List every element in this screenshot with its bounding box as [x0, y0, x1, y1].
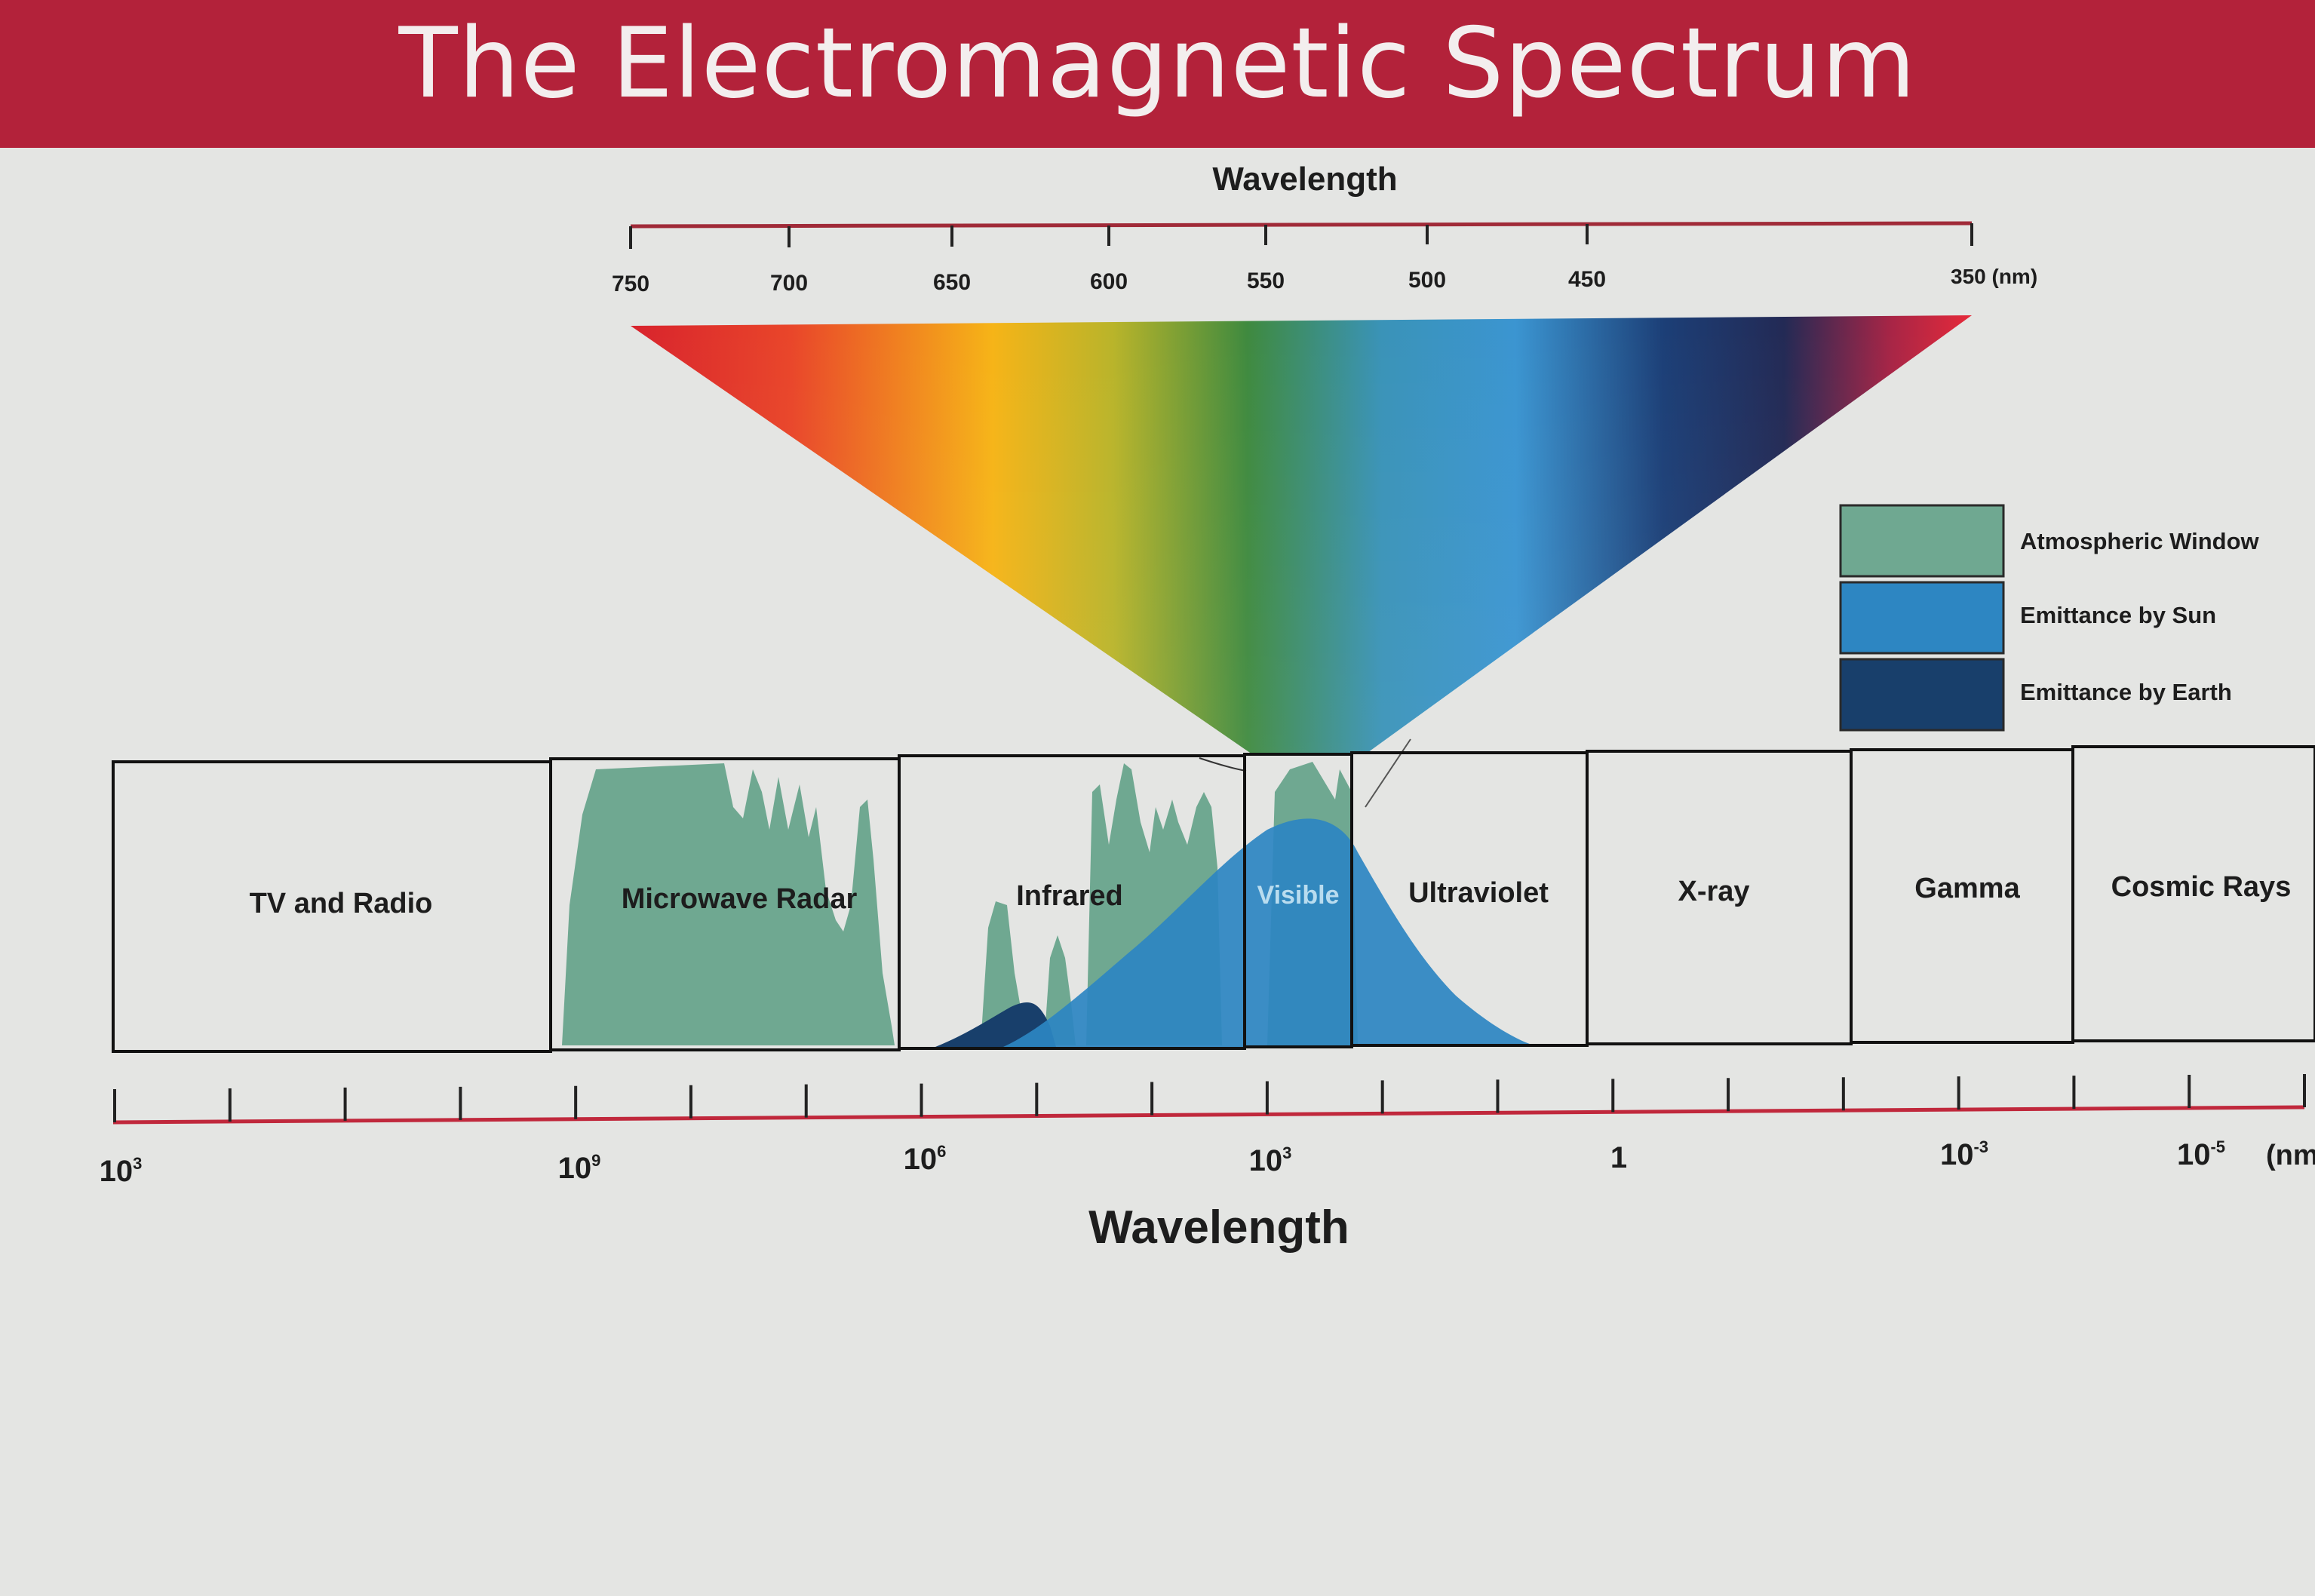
legend-swatch-emittance-sun [1839, 581, 2005, 655]
band-box-cosmic-rays [2071, 745, 2315, 1042]
emittance-by-sun [1003, 818, 1539, 1047]
legend-swatch-atmospheric-window [1839, 504, 2005, 578]
visible-scale-tick-label: 450 [1568, 267, 1606, 292]
visible-scale-tick-label: 650 [933, 270, 971, 295]
band-label-tv-radio: TV and Radio [250, 888, 433, 919]
axis-label: 109 [558, 1151, 601, 1185]
axis-label: 1 [1610, 1141, 1627, 1174]
axis-unit: (nm [2266, 1140, 2315, 1171]
axis-label: 106 [904, 1142, 947, 1176]
page-title: The Electromagnetic Spectrum [398, 8, 1917, 120]
visible-scale-tick-label: 550 [1247, 269, 1285, 293]
axis-label: 10-3 [1940, 1137, 1988, 1171]
band-label-ultraviolet: Ultraviolet [1408, 877, 1549, 909]
band-label-microwave: Microwave Radar [622, 883, 858, 915]
band-label-infrared: Infrared [1016, 880, 1122, 912]
legend-label: Atmospheric Window [2020, 528, 2260, 554]
visible-scale-end-label: 350 (nm) [1951, 265, 2037, 288]
legend-label: Emittance by Earth [2020, 679, 2232, 705]
band-boxes [112, 745, 2315, 1053]
visible-scale-tick-label: 700 [770, 271, 808, 296]
visible-scale: Wavelength 750 700 650 600 550 500 450 3… [612, 161, 2037, 296]
band-label-xray: X-ray [1678, 876, 1749, 907]
axis-line [112, 1105, 2305, 1125]
axis-label: 103 [1249, 1143, 1292, 1177]
band-label-cosmic-rays: Cosmic Rays [2111, 871, 2292, 903]
atmospheric-window-microwave [562, 763, 895, 1045]
cone-connector-line [1365, 738, 1411, 808]
cone-shading [631, 315, 1972, 754]
band-labels: TV and Radio Microwave Radar Infrared Vi… [250, 871, 2292, 919]
visible-scale-tick-label: 500 [1408, 268, 1446, 293]
axis-title: Wavelength [1088, 1202, 1349, 1254]
legend-swatch-emittance-earth [1839, 658, 2005, 732]
legend: Atmospheric Window Emittance by Sun Emit… [1839, 504, 2260, 732]
axis-label: 103 [100, 1154, 143, 1188]
visible-scale-line [630, 221, 1973, 229]
band-label-gamma: Gamma [1914, 873, 2020, 904]
visible-scale-tick-label: 750 [612, 272, 649, 296]
visible-scale-title: Wavelength [1212, 161, 1397, 198]
wavelength-axis: 103 109 106 103 1 10-3 10-5 (nm Waveleng… [100, 1074, 2315, 1254]
axis-label: 10-5 [2177, 1137, 2225, 1171]
cone-connector-line [1199, 757, 1247, 772]
title-banner [0, 0, 2315, 148]
legend-label: Emittance by Sun [2020, 602, 2216, 628]
band-label-visible: Visible [1257, 881, 1340, 910]
visible-scale-tick-label: 600 [1090, 269, 1128, 294]
